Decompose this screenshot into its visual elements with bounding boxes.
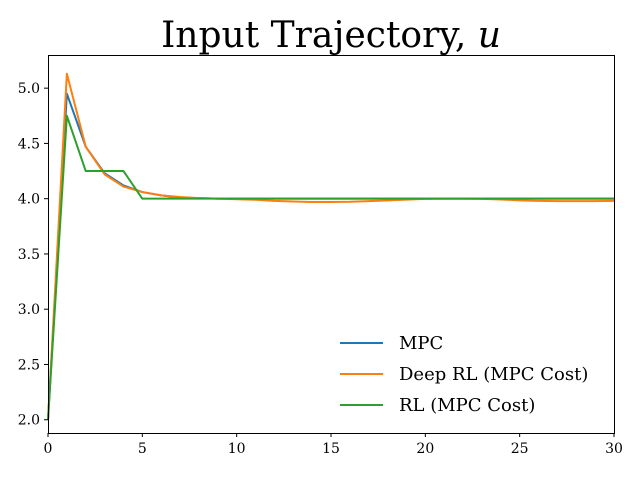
y-tick-label-4: 4.0 <box>18 192 40 208</box>
legend: MPC Deep RL (MPC Cost) RL (MPC Cost) <box>340 333 588 416</box>
series-layer <box>47 72 615 420</box>
y-tick-label-5: 4.5 <box>18 136 40 152</box>
chart-title-text: Input Trajectory, <box>161 15 478 56</box>
legend-label-0: MPC <box>399 333 443 354</box>
tick-layer: 0 5 10 15 20 25 30 2.0 2.5 3.0 3.5 4.0 4.5 5.0 <box>18 81 623 457</box>
y-tick-label-3: 3.5 <box>18 247 40 263</box>
series-line-2 <box>47 114 614 420</box>
y-tick-label-0: 2.0 <box>18 413 40 429</box>
chart-title-variable: u <box>478 15 501 56</box>
legend-label-2: RL (MPC Cost) <box>399 395 535 416</box>
y-tick-label-1: 2.5 <box>18 357 40 373</box>
legend-label-1: Deep RL (MPC Cost) <box>399 364 588 385</box>
y-tick-label-2: 3.0 <box>18 302 40 318</box>
x-tick-label-1: 5 <box>138 441 147 457</box>
x-tick-label-3: 15 <box>322 441 340 457</box>
x-tick-label-5: 25 <box>511 441 529 457</box>
y-tick-label-6: 5.0 <box>18 81 40 97</box>
series-line-1 <box>47 72 615 420</box>
chart-title: Input Trajectory, u <box>161 15 501 56</box>
x-tick-label-2: 10 <box>228 441 246 457</box>
x-tick-label-0: 0 <box>44 441 53 457</box>
x-tick-label-4: 20 <box>416 441 434 457</box>
x-tick-label-6: 30 <box>605 441 623 457</box>
